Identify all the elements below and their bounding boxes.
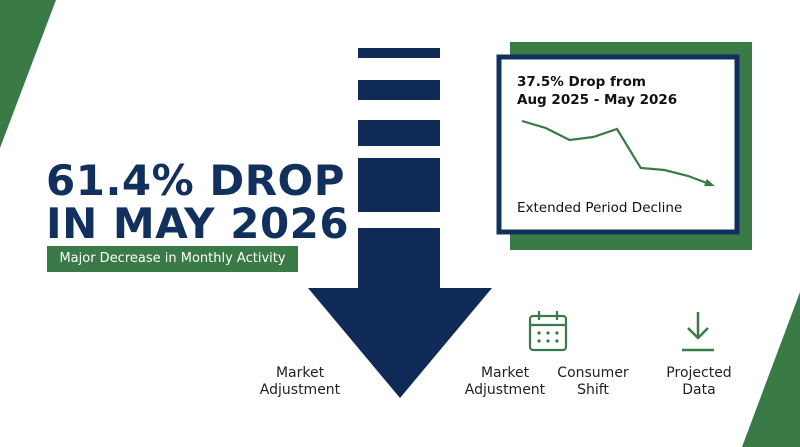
card-title: Aug 2025 - May 2026 <box>517 92 678 108</box>
icon-label: Consumer Shift <box>533 365 653 399</box>
icon-label: Projected Data <box>639 365 759 399</box>
arrow-label: Market Adjustment <box>240 365 360 399</box>
card-title: 37.5% Drop from <box>517 74 646 90</box>
icon-label: Market Adjustment <box>445 365 565 399</box>
card-caption: Extended Period Decline <box>517 200 683 216</box>
label-line: Market <box>480 365 530 381</box>
sparkline-arrowhead <box>704 178 715 187</box>
download-icon <box>682 312 714 352</box>
calendar-icon <box>528 311 568 352</box>
corner-decor <box>0 0 56 148</box>
label-line: Data <box>682 382 716 398</box>
corner-decor <box>742 292 800 447</box>
label-line: Adjustment <box>464 382 546 398</box>
card <box>496 54 740 235</box>
headline: 61.4% DROP <box>46 156 346 205</box>
label-line: Adjustment <box>259 382 341 398</box>
calendar-dots <box>537 331 559 343</box>
label-line: Projected <box>666 365 732 381</box>
sparkline <box>521 119 715 187</box>
headline: IN MAY 2026 <box>46 199 350 248</box>
sparkline-line <box>521 119 713 187</box>
label-line: Shift <box>577 382 609 398</box>
label-line: Consumer <box>557 365 629 381</box>
down-arrow <box>308 48 492 398</box>
badge: Major Decrease in Monthly Activity <box>47 246 298 272</box>
label-line: Market <box>275 365 325 381</box>
